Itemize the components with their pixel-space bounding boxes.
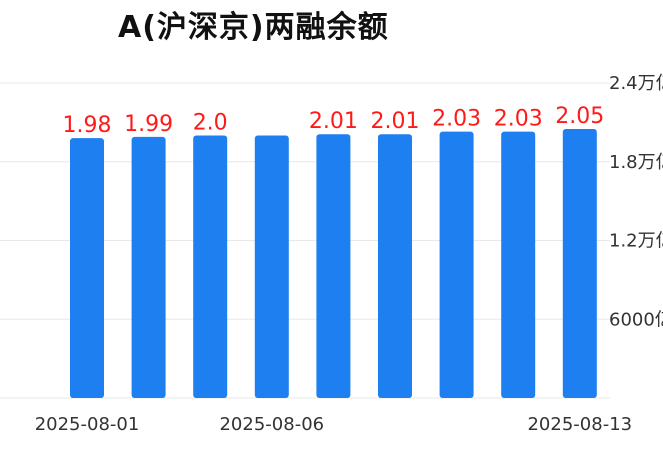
bars [70, 128, 597, 399]
chart-title: A(沪深京)两融余额 [118, 10, 389, 45]
data-label: 2.01 [309, 109, 358, 134]
bar[interactable] [254, 135, 289, 399]
data-label: 1.98 [63, 113, 112, 138]
y-tick-label: 1.2万亿 [609, 231, 663, 252]
x-axis-ticks: 2025-08-01 2025-08-06 2025-08-13 [35, 414, 632, 435]
x-tick-label: 2025-08-13 [527, 414, 632, 435]
y-tick-label: 6000亿 [609, 309, 663, 330]
data-label: 2.0 [193, 111, 228, 136]
bar[interactable] [131, 136, 166, 398]
bar[interactable] [562, 128, 597, 398]
y-axis-ticks: 2.4万亿 1.8万亿 1.2万亿 6000亿 [609, 73, 663, 330]
bar[interactable] [316, 134, 351, 398]
data-label: 2.03 [432, 107, 481, 132]
data-labels: 1.98 1.99 2.0 2.01 2.01 2.03 2.03 2.05 [63, 104, 605, 138]
data-label: 1.99 [124, 112, 173, 137]
bar[interactable] [70, 138, 104, 398]
bar[interactable] [501, 131, 536, 398]
bar[interactable] [439, 131, 474, 398]
x-tick-label: 2025-08-01 [35, 414, 140, 435]
y-tick-label: 2.4万亿 [609, 73, 663, 94]
data-label: 2.03 [494, 107, 543, 132]
data-label: 2.01 [371, 109, 420, 134]
y-tick-label: 1.8万亿 [609, 152, 663, 173]
data-label: 2.05 [555, 104, 604, 129]
x-tick-label: 2025-08-06 [219, 414, 324, 435]
bar[interactable] [378, 134, 412, 398]
bar[interactable] [193, 135, 228, 399]
